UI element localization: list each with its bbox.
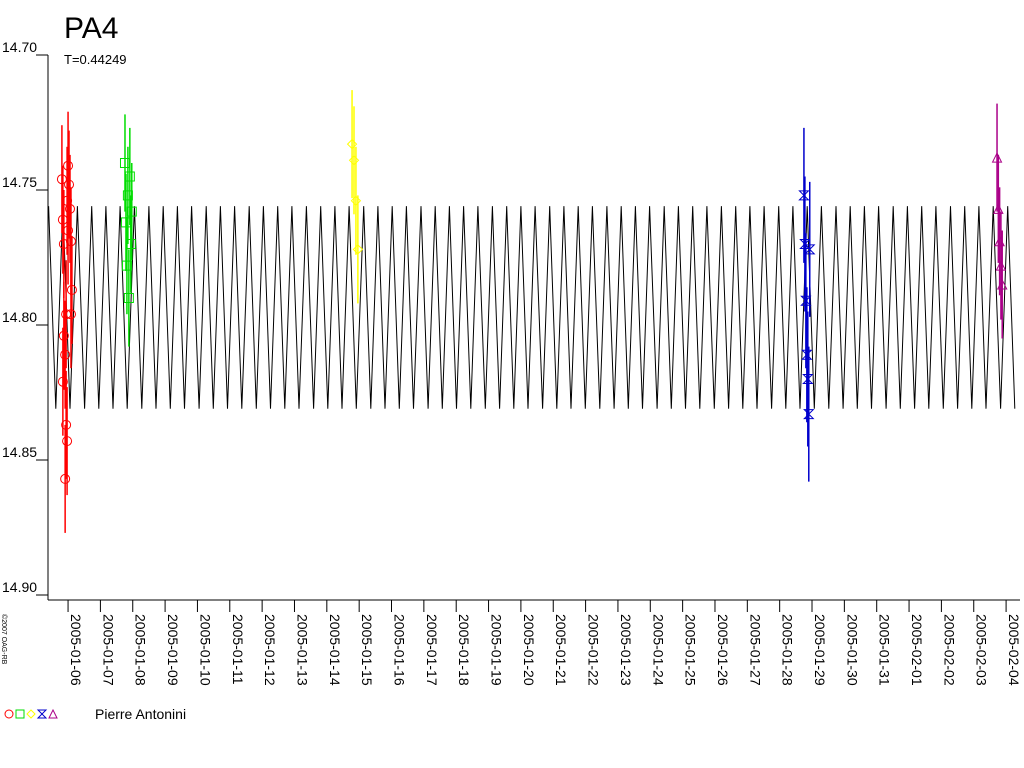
x-tick-label: 2005-02-04: [1006, 614, 1022, 686]
data-point: [60, 349, 71, 360]
x-tick-label: 2005-01-26: [715, 614, 731, 686]
data-point: [66, 284, 77, 295]
data-point: [64, 179, 75, 190]
x-tick-label: 2005-01-09: [165, 614, 181, 686]
x-tick-label: 2005-01-19: [489, 614, 505, 686]
data-point: [991, 151, 1003, 163]
data-point: [126, 206, 137, 217]
x-tick-label: 2005-01-17: [424, 614, 440, 686]
chart-title: PA4: [64, 12, 118, 45]
data-point: [346, 138, 358, 150]
y-tick-label: 14.70: [2, 39, 37, 55]
y-tick-label: 14.80: [2, 309, 37, 325]
y-tick-label: 14.90: [2, 579, 37, 595]
x-tick-label: 2005-01-08: [133, 614, 149, 686]
data-point: [60, 473, 71, 484]
x-tick-label: 2005-01-14: [327, 614, 343, 686]
x-tick-label: 2005-01-12: [262, 614, 278, 686]
data-point: [58, 330, 69, 341]
data-point: [62, 436, 73, 447]
x-tick-label: 2005-01-24: [650, 614, 666, 686]
data-point: [348, 155, 360, 166]
data-point: [61, 419, 72, 430]
x-tick-label: 2005-01-06: [68, 614, 84, 686]
data-point: [803, 409, 815, 420]
x-tick-label: 2005-01-07: [100, 614, 116, 686]
credit: ©2007 OAG-RB: [0, 614, 8, 665]
x-tick-label: 2005-01-10: [197, 614, 213, 686]
data-point: [352, 244, 364, 255]
legend-marker: [36, 709, 48, 719]
x-tick-label: 2005-01-13: [294, 614, 310, 686]
x-tick-label: 2005-02-01: [909, 614, 925, 686]
data-point: [57, 376, 68, 387]
data-point: [63, 225, 74, 236]
data-point: [996, 278, 1008, 290]
data-point: [350, 195, 362, 207]
data-point: [64, 203, 75, 214]
legend-marker: [26, 709, 36, 719]
chart-subtitle: T=0.44249: [64, 52, 127, 67]
x-tick-label: 2005-01-22: [586, 614, 602, 686]
x-tick-label: 2005-01-15: [359, 614, 375, 686]
data-point: [993, 203, 1004, 214]
x-tick-label: 2005-02-02: [941, 614, 957, 686]
x-tick-label: 2005-01-28: [780, 614, 796, 686]
x-tick-label: 2005-01-21: [553, 614, 569, 686]
data-point: [995, 259, 1007, 271]
data-point: [804, 244, 816, 255]
model-curve: [48, 206, 1016, 409]
x-tick-label: 2005-01-20: [521, 614, 537, 686]
y-tick-label: 14.75: [2, 174, 37, 190]
x-tick-label: 2005-02-03: [974, 614, 990, 686]
y-tick-label: 14.85: [2, 444, 37, 460]
data-point: [125, 239, 136, 249]
data-point: [124, 171, 135, 182]
data-point: [63, 160, 74, 171]
x-tick-label: 2005-01-23: [618, 614, 634, 686]
x-tick-label: 2005-01-27: [747, 614, 763, 686]
x-tick-label: 2005-01-29: [812, 614, 828, 686]
data-point: [65, 236, 76, 247]
legend-marker: [48, 708, 58, 719]
x-tick-label: 2005-01-18: [456, 614, 472, 686]
legend-marker: [15, 709, 25, 719]
legend-marker: [4, 709, 14, 719]
x-tick-label: 2005-01-30: [844, 614, 860, 686]
x-tick-label: 2005-01-11: [230, 614, 246, 685]
data-point: [65, 309, 76, 320]
x-tick-label: 2005-01-31: [877, 614, 893, 686]
x-tick-label: 2005-01-16: [392, 614, 408, 686]
data-point: [123, 293, 134, 303]
legend-label: Pierre Antonini: [95, 706, 186, 722]
x-tick-label: 2005-01-25: [683, 614, 699, 686]
